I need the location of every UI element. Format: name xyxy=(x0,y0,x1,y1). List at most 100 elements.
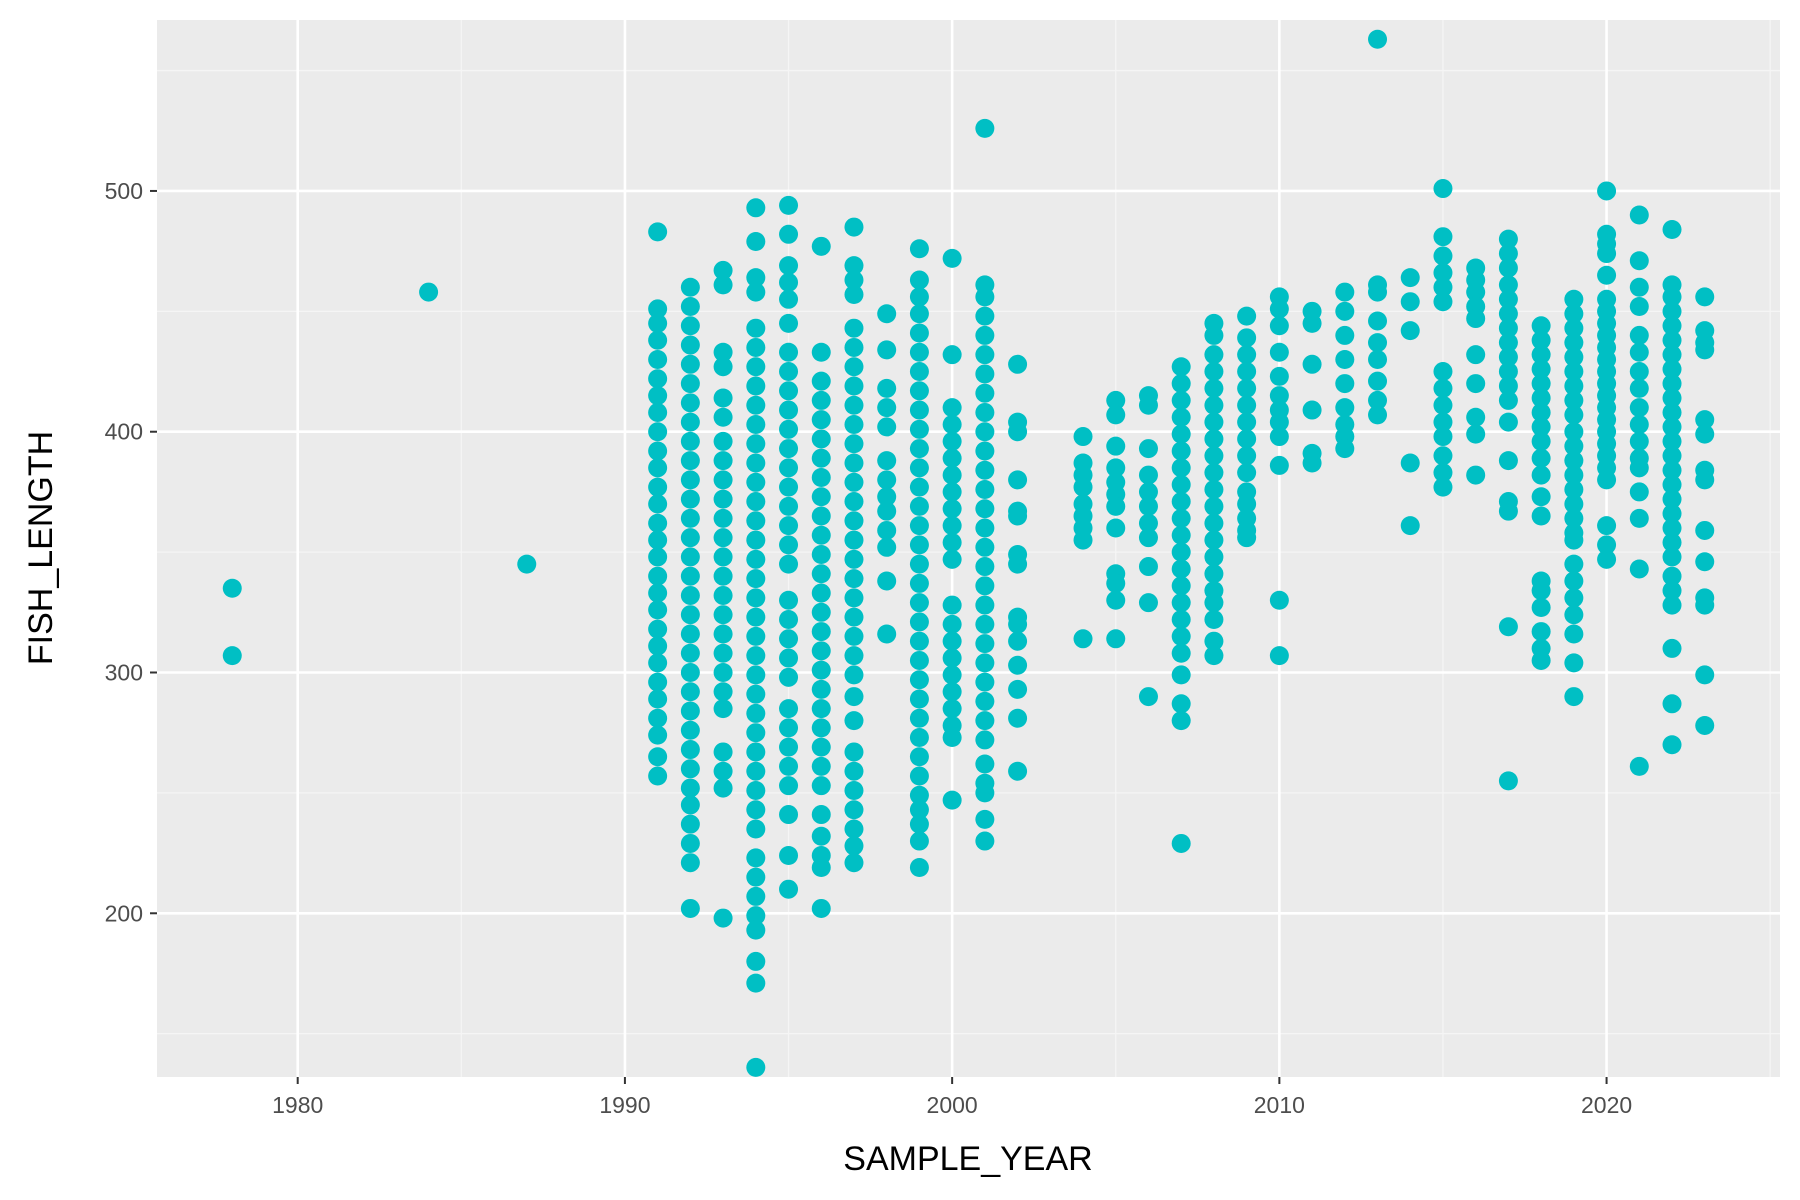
data-point xyxy=(1237,395,1257,415)
x-tick-label: 1980 xyxy=(272,1092,323,1118)
data-point xyxy=(909,650,929,670)
data-point xyxy=(1597,516,1617,536)
data-point xyxy=(942,614,962,634)
data-point xyxy=(779,313,799,333)
data-point xyxy=(779,496,799,516)
data-point xyxy=(1269,590,1289,610)
data-point xyxy=(1629,508,1649,528)
data-point xyxy=(680,759,700,779)
data-point xyxy=(877,304,897,324)
data-point xyxy=(811,583,831,603)
data-point xyxy=(1171,559,1191,579)
data-point xyxy=(844,607,864,627)
data-point xyxy=(713,699,733,719)
data-point xyxy=(909,728,929,748)
data-point xyxy=(1498,229,1518,249)
data-point xyxy=(680,853,700,873)
data-point xyxy=(1433,395,1453,415)
data-point xyxy=(1171,407,1191,427)
data-point xyxy=(942,682,962,702)
data-point xyxy=(1695,410,1715,430)
data-point xyxy=(1466,424,1486,444)
data-point xyxy=(648,566,668,586)
data-point xyxy=(844,549,864,569)
data-point xyxy=(975,518,995,538)
data-point xyxy=(1204,463,1224,483)
data-point xyxy=(1629,205,1649,225)
data-point xyxy=(1662,219,1682,239)
data-point xyxy=(1531,330,1551,350)
data-point xyxy=(1171,357,1191,377)
data-point xyxy=(909,612,929,632)
data-point xyxy=(680,451,700,471)
data-point xyxy=(1237,446,1257,466)
data-point xyxy=(648,369,668,389)
data-point xyxy=(844,318,864,338)
data-point xyxy=(746,569,766,589)
data-point xyxy=(746,626,766,646)
data-point xyxy=(1335,439,1355,459)
data-point xyxy=(1564,554,1584,574)
data-point xyxy=(1204,446,1224,466)
data-point xyxy=(975,576,995,596)
data-point xyxy=(1597,265,1617,285)
data-point xyxy=(909,814,929,834)
data-point xyxy=(975,537,995,557)
data-point xyxy=(877,624,897,644)
data-point xyxy=(1695,287,1715,307)
data-point xyxy=(746,511,766,531)
data-point xyxy=(1662,694,1682,714)
data-point xyxy=(942,499,962,519)
data-point xyxy=(648,402,668,422)
data-point xyxy=(811,448,831,468)
data-point xyxy=(1498,244,1518,264)
data-point xyxy=(942,516,962,536)
data-point xyxy=(1204,564,1224,584)
data-point xyxy=(746,684,766,704)
data-point xyxy=(222,646,242,666)
data-point xyxy=(811,506,831,526)
data-point xyxy=(746,232,766,252)
data-point xyxy=(942,648,962,668)
data-point xyxy=(1531,622,1551,642)
data-point xyxy=(680,374,700,394)
data-point xyxy=(680,643,700,663)
data-point xyxy=(942,448,962,468)
data-point xyxy=(746,723,766,743)
data-point xyxy=(1531,650,1551,670)
data-point xyxy=(1597,535,1617,555)
data-point xyxy=(811,679,831,699)
data-point xyxy=(1368,349,1388,369)
data-point xyxy=(1564,571,1584,591)
data-point xyxy=(746,337,766,357)
data-point xyxy=(713,357,733,377)
data-point xyxy=(648,583,668,603)
data-point xyxy=(844,819,864,839)
data-point xyxy=(1237,412,1257,432)
data-point xyxy=(222,578,242,598)
data-point xyxy=(779,224,799,244)
data-point xyxy=(746,906,766,926)
data-point xyxy=(1531,431,1551,451)
data-point xyxy=(942,431,962,451)
data-point xyxy=(975,325,995,345)
data-point xyxy=(1662,417,1682,437)
data-point xyxy=(1564,289,1584,309)
data-point xyxy=(680,547,700,567)
data-point xyxy=(648,747,668,767)
data-point xyxy=(942,790,962,810)
data-point xyxy=(975,287,995,307)
data-point xyxy=(844,376,864,396)
data-point xyxy=(746,867,766,887)
data-point xyxy=(1564,465,1584,485)
data-point xyxy=(1237,463,1257,483)
data-point xyxy=(1498,289,1518,309)
data-point xyxy=(1662,330,1682,350)
data-point xyxy=(779,756,799,776)
data-point xyxy=(1433,378,1453,398)
data-point xyxy=(1008,614,1028,634)
data-point xyxy=(975,118,995,138)
data-point xyxy=(779,805,799,825)
data-point xyxy=(1204,480,1224,500)
data-point xyxy=(779,554,799,574)
